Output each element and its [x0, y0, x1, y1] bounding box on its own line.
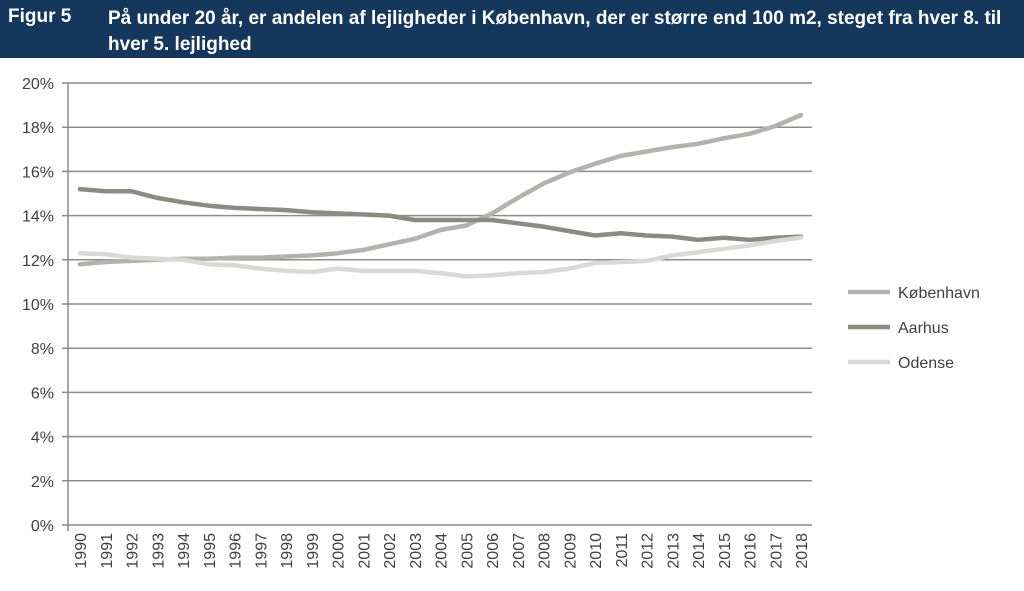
x-tick-label: 1997: [253, 533, 270, 569]
x-tick-label: 2014: [691, 533, 708, 569]
y-tick-label: 0%: [31, 518, 54, 535]
x-tick-label: 1993: [150, 533, 167, 569]
y-tick-label: 16%: [22, 164, 54, 181]
y-tick-label: 20%: [22, 76, 54, 93]
series-line-københavn: [77, 112, 804, 267]
x-tick-label: 1994: [176, 533, 193, 569]
x-tick-label: 2012: [640, 533, 657, 569]
figure-header: Figur 5 På under 20 år, er andelen af le…: [0, 0, 1024, 58]
y-tick-label: 4%: [31, 430, 54, 447]
x-tick-label: 2008: [537, 533, 554, 569]
y-tick-label: 8%: [31, 341, 54, 358]
y-tick-label: 10%: [22, 297, 54, 314]
x-tick-label: 2015: [717, 533, 734, 569]
chart-title: På under 20 år, er andelen af lejlighede…: [108, 8, 1002, 55]
x-tick-label: 1990: [73, 533, 90, 569]
x-tick-label: 2007: [511, 533, 528, 569]
series-line-aarhus: [77, 186, 804, 243]
y-tick-label: 2%: [31, 474, 54, 491]
x-tick-label: 2001: [356, 533, 373, 569]
x-tick-label: 2002: [382, 533, 399, 569]
y-tick-label: 12%: [22, 253, 54, 270]
x-tick-label: 2018: [794, 533, 811, 569]
x-tick-label: 1995: [202, 533, 219, 569]
x-tick-label: 1998: [279, 533, 296, 569]
y-tick-label: 14%: [22, 209, 54, 226]
legend-label: Aarhus: [898, 320, 949, 337]
x-tick-label: 1999: [305, 533, 322, 569]
x-tick-label: 2016: [743, 533, 760, 569]
x-tick-label: 1996: [228, 533, 245, 569]
x-tick-label: 1992: [125, 533, 142, 569]
figure-label: Figur 5: [8, 6, 72, 27]
legend-label: Odense: [898, 355, 954, 372]
series-line-odense: [77, 235, 804, 279]
x-tick-label: 2013: [665, 533, 682, 569]
x-tick-label: 2003: [408, 533, 425, 569]
x-tick-label: 2017: [768, 533, 785, 569]
x-tick-label: 2010: [588, 533, 605, 569]
x-tick-label: 2004: [434, 533, 451, 569]
x-tick-label: 1991: [99, 533, 116, 569]
x-tick-label: 2011: [614, 533, 631, 568]
y-tick-label: 6%: [31, 385, 54, 402]
legend-label: København: [898, 285, 980, 302]
x-tick-label: 2006: [485, 533, 502, 569]
x-tick-label: 2009: [562, 533, 579, 569]
x-tick-label: 2000: [331, 533, 348, 569]
x-tick-label: 2005: [459, 533, 476, 569]
y-tick-label: 18%: [22, 120, 54, 137]
